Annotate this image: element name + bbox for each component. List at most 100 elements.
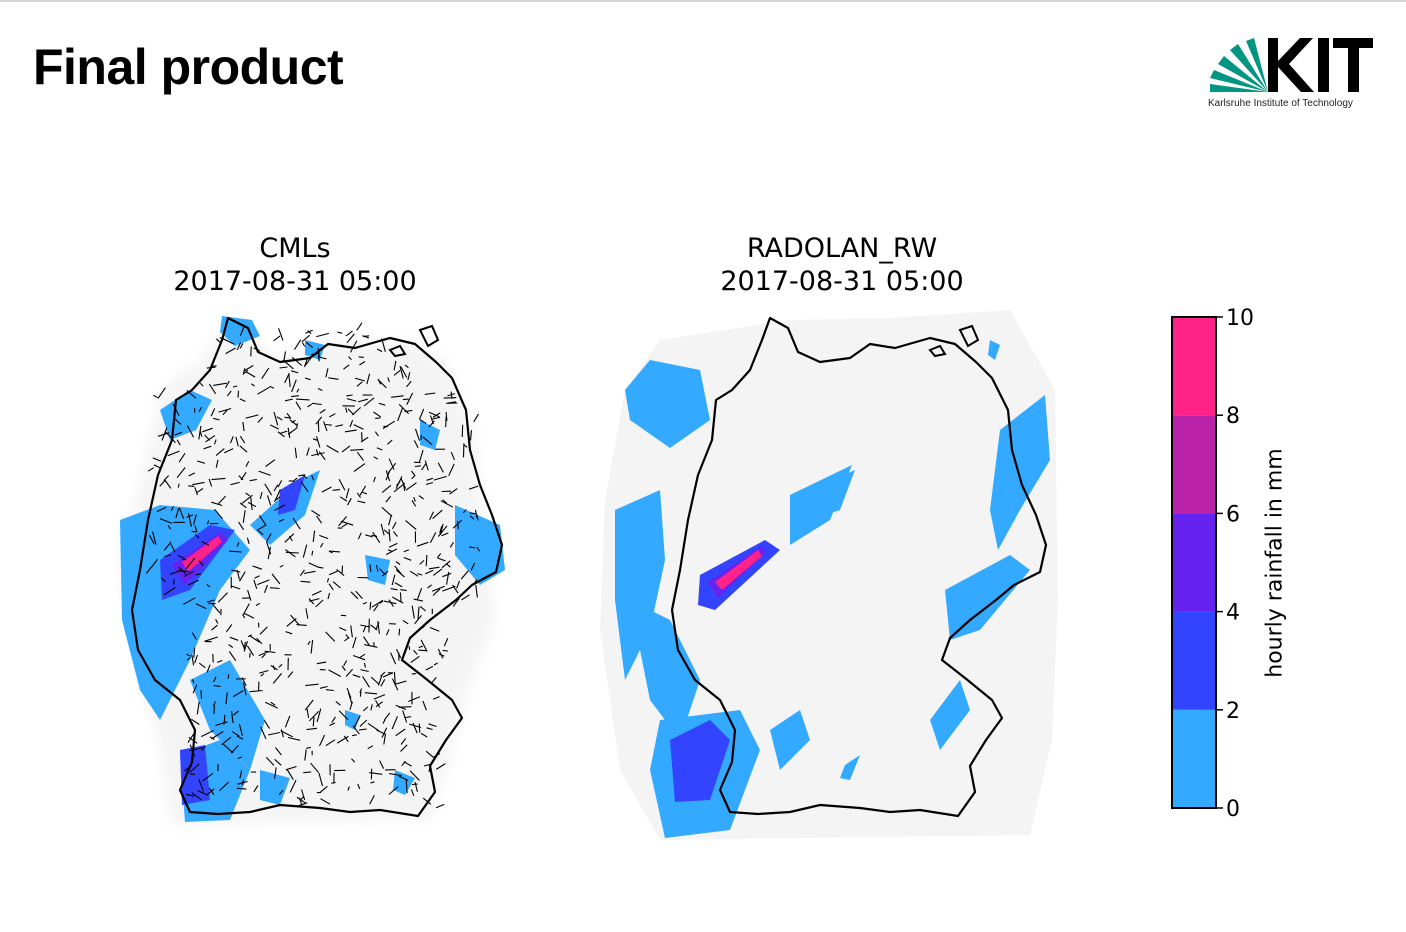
cml-link [395, 561, 401, 565]
cml-link [393, 671, 396, 686]
cml-link [206, 788, 215, 796]
cml-link [260, 673, 265, 677]
cml-link [213, 417, 220, 421]
cml-link [219, 781, 230, 792]
cml-link [329, 413, 336, 418]
colorbar-tick-label-5: 10 [1226, 306, 1254, 331]
cml-link [312, 438, 318, 441]
cml-link [273, 767, 277, 779]
cml-link [317, 387, 323, 392]
cml-link [356, 381, 363, 387]
cml-link [178, 507, 185, 520]
cml-link [360, 624, 371, 628]
cml-link [272, 673, 283, 684]
cml-link [425, 482, 434, 485]
cml-link [418, 449, 424, 464]
cml-link [249, 652, 251, 658]
cml-link [263, 720, 270, 729]
cml-link [406, 392, 414, 406]
cml-link [311, 550, 314, 556]
cml-link [194, 654, 199, 664]
cml-link [450, 451, 456, 461]
cml-link [349, 420, 354, 428]
cml-link [332, 489, 341, 491]
cml-link [339, 626, 347, 632]
cml-link [345, 634, 350, 639]
cml-link [211, 501, 223, 507]
cml-link [275, 747, 282, 756]
cml-link [236, 569, 240, 580]
cml-link [425, 665, 434, 671]
cml-link [261, 367, 270, 380]
cml-link [367, 745, 374, 750]
cml-link [446, 571, 450, 585]
cml-link [399, 592, 402, 602]
cml-link [175, 508, 180, 519]
cml-link [345, 407, 348, 413]
cml-link [286, 617, 297, 627]
cml-link [199, 430, 203, 437]
cml-link [431, 416, 441, 420]
cml-link [183, 570, 195, 577]
cml-link [156, 506, 167, 513]
cml-link [433, 662, 438, 666]
cml-link [235, 436, 239, 447]
cml-link [432, 412, 441, 418]
cml-link [206, 520, 210, 525]
cml-link [404, 409, 413, 413]
colorbar-bin-1 [1172, 611, 1216, 710]
cml-link [239, 445, 248, 453]
cml-link [352, 636, 357, 649]
cml-link [325, 423, 332, 426]
cml-link [350, 448, 364, 451]
cml-link [318, 773, 324, 787]
cml-link [422, 797, 432, 805]
cml-link [289, 779, 297, 793]
cml-link [383, 712, 391, 721]
cml-link [198, 662, 206, 669]
cml-link [265, 756, 275, 766]
cml-link [301, 334, 311, 343]
cml-link [424, 460, 429, 471]
cml-link [191, 654, 195, 666]
cml-link [445, 411, 448, 422]
cml-link [373, 694, 386, 700]
cml-link [433, 568, 443, 576]
cml-link [239, 398, 246, 402]
cml-link [255, 602, 261, 606]
cml-link [213, 676, 217, 683]
cml-link [340, 520, 354, 526]
cml-link [326, 577, 330, 583]
cml-link [385, 470, 391, 481]
cml-link [346, 498, 352, 506]
cml-link [232, 690, 244, 698]
cml-link [195, 603, 207, 610]
cml-link [393, 360, 397, 371]
cml-link [376, 447, 383, 451]
cml-link [222, 338, 235, 345]
cml-link [332, 581, 341, 589]
cml-link [390, 652, 397, 665]
cml-link [318, 451, 326, 461]
cml-link [331, 716, 336, 723]
cml-link [388, 529, 391, 542]
cml-link [284, 398, 293, 402]
cml-link [279, 430, 288, 435]
cml-link [296, 388, 300, 393]
cml-link [393, 482, 406, 493]
cml-link [212, 603, 221, 614]
cml-link [400, 589, 407, 592]
cml-link [325, 689, 334, 692]
cml-link [218, 407, 232, 413]
cml-link [291, 379, 297, 393]
colorbar-bin-0 [1172, 709, 1216, 808]
cml-link [432, 588, 441, 596]
cml-link [346, 398, 357, 402]
cml-link [423, 763, 431, 767]
cml-link [366, 373, 371, 385]
cml-link [267, 546, 272, 560]
cml-rainfall-map [120, 316, 505, 825]
cml-link [242, 369, 249, 375]
cml-link [310, 639, 314, 654]
cml-link [178, 566, 187, 575]
